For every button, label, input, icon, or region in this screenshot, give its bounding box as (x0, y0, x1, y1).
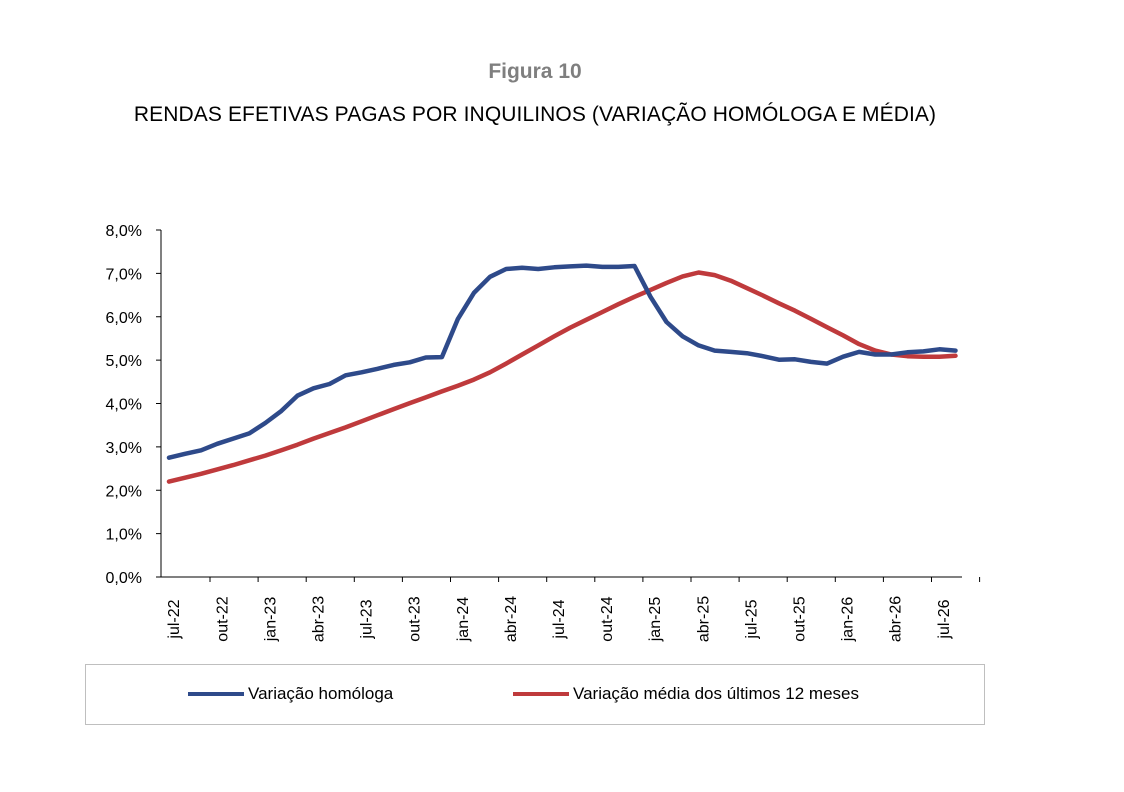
legend-item-series-2: Variação média dos últimos 12 meses (513, 684, 859, 704)
legend-label-series-1: Variação homóloga (248, 684, 394, 703)
x-tick-label: jul-23 (359, 599, 376, 639)
x-tick-label: jan-25 (647, 597, 664, 643)
x-tick-label: out-25 (792, 596, 809, 641)
y-tick-label: 4,0% (106, 397, 142, 414)
x-tick-label: jul-22 (166, 599, 183, 639)
y-tick-label: 0,0% (106, 570, 142, 587)
x-tick-label: jul-26 (936, 599, 953, 639)
x-tick-label: abr-25 (695, 596, 712, 642)
y-tick-label: 8,0% (106, 223, 142, 240)
y-tick-label: 3,0% (106, 440, 142, 457)
x-tick-label: jan-24 (455, 597, 472, 643)
y-tick-label: 5,0% (106, 353, 142, 370)
chart-legend: Variação homóloga Variação média dos últ… (85, 664, 985, 725)
series-line-1 (166, 263, 958, 460)
legend-swatch-series-1 (188, 692, 244, 696)
x-tick-label: abr-24 (503, 596, 520, 642)
x-tick-label: out-23 (407, 596, 424, 641)
y-tick-label: 7,0% (106, 266, 142, 283)
y-tick-label: 1,0% (106, 527, 142, 544)
x-tick-label: abr-23 (311, 596, 328, 642)
legend-swatch-series-2 (513, 692, 569, 696)
x-tick-label: jul-25 (743, 599, 760, 639)
series-line-2 (166, 270, 958, 484)
x-tick-label: jul-24 (551, 599, 568, 639)
x-tick-label: jan-26 (840, 597, 857, 643)
x-tick-label: out-22 (214, 596, 231, 641)
x-tick-label: abr-26 (888, 596, 905, 642)
x-tick-label: jan-23 (262, 597, 279, 643)
figure-label: Figura 10 (488, 60, 582, 83)
legend-item-series-1: Variação homóloga (188, 684, 393, 704)
x-tick-label: out-24 (599, 596, 616, 641)
y-tick-label: 6,0% (106, 310, 142, 327)
chart-title: RENDAS EFETIVAS PAGAS POR INQUILINOS (VA… (133, 103, 937, 126)
legend-label-series-2: Variação média dos últimos 12 meses (573, 684, 859, 703)
y-tick-label: 2,0% (106, 483, 142, 500)
